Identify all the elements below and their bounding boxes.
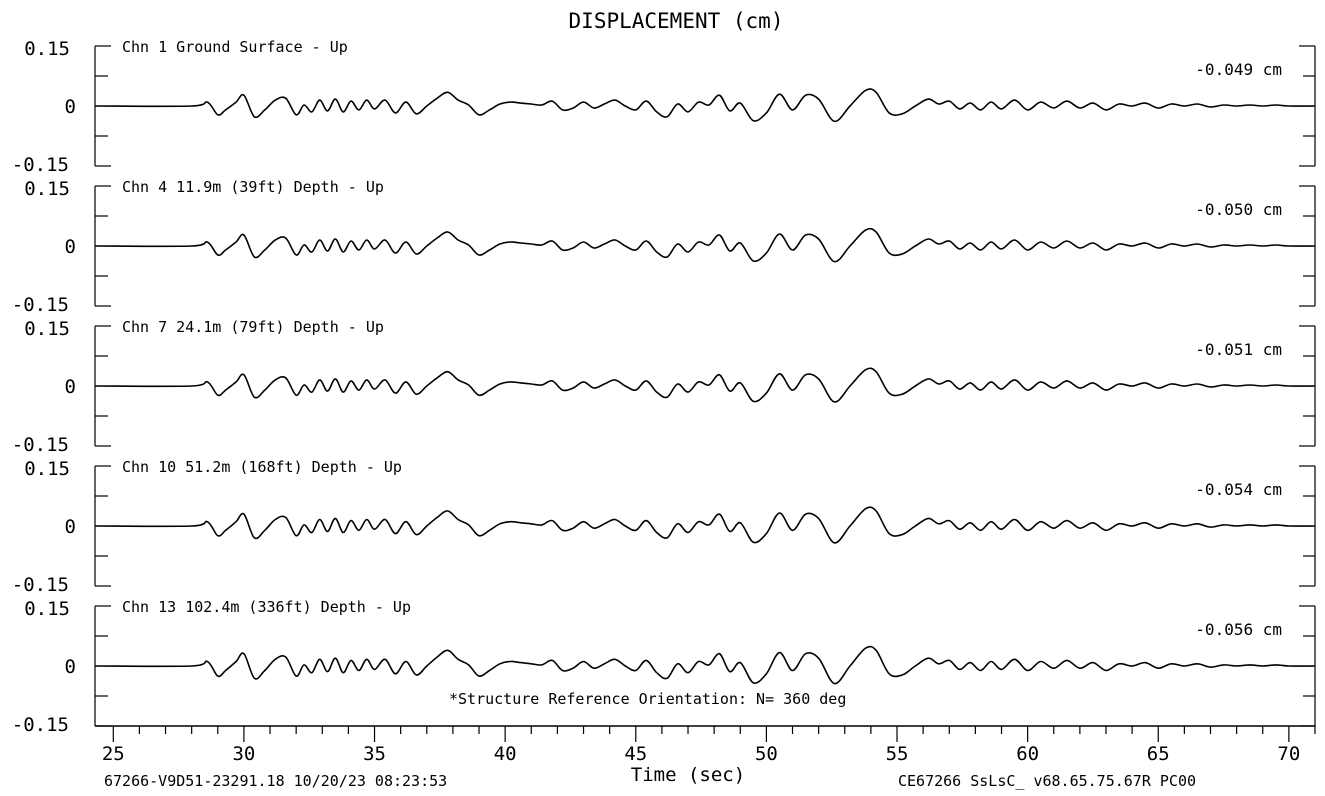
y-tick-label-bottom: -0.15	[12, 714, 69, 736]
x-tick-label: 30	[232, 743, 255, 765]
peak-value: -0.049 cm	[1195, 60, 1282, 79]
y-tick-label-top: 0.15	[24, 38, 70, 60]
y-tick-label-top: 0.15	[24, 178, 70, 200]
x-axis-label: Time (sec)	[631, 764, 745, 786]
x-tick-label: 60	[1016, 743, 1039, 765]
channel-panel-5: 0.15 0 -0.15 Chn 13 102.4m (336ft) Depth - …	[12, 598, 1316, 736]
channel-panel-1: 0.15 0 -0.15 Chn 1 Ground Surface - Up -0.04…	[12, 38, 1316, 176]
waveform-line	[94, 88, 1316, 123]
peak-value: -0.050 cm	[1195, 200, 1282, 219]
channel-panel-3: 0.15 0 -0.15 Chn 7 24.1m (79ft) Depth - Up -…	[12, 318, 1316, 456]
y-tick-label-zero: 0	[65, 236, 76, 258]
x-tick-label: 70	[1277, 743, 1300, 765]
peak-value: -0.054 cm	[1195, 480, 1282, 499]
y-tick-label-bottom: -0.15	[12, 434, 69, 456]
y-tick-label-top: 0.15	[24, 598, 70, 620]
x-tick-label: 40	[494, 743, 517, 765]
channel-label: Chn 13 102.4m (336ft) Depth - Up	[122, 598, 411, 616]
channel-label: Chn 4 11.9m (39ft) Depth - Up	[122, 178, 384, 196]
y-tick-label-top: 0.15	[24, 318, 70, 340]
waveform-line	[94, 645, 1316, 685]
panels-group: 0.15 0 -0.15 Chn 1 Ground Surface - Up -0.04…	[12, 38, 1316, 736]
y-tick-label-zero: 0	[65, 376, 76, 398]
x-tick-label: 50	[755, 743, 778, 765]
x-axis: 25 30 35 40 45 50 55 60 65 70	[95, 725, 1316, 765]
x-tick-label: 45	[624, 743, 647, 765]
x-tick-label: 55	[886, 743, 909, 765]
waveform-line	[94, 506, 1316, 544]
y-tick-label-bottom: -0.15	[12, 294, 69, 316]
waveform-line	[94, 367, 1316, 403]
waveform-line	[94, 227, 1316, 263]
x-tick-label: 35	[363, 743, 386, 765]
y-tick-label-bottom: -0.15	[12, 154, 69, 176]
peak-value: -0.051 cm	[1195, 340, 1282, 359]
y-tick-label-zero: 0	[65, 96, 76, 118]
footer-right: CE67266 SsLsC_ v68.65.75.67R PC00	[898, 772, 1196, 790]
y-tick-label-top: 0.15	[24, 458, 70, 480]
x-tick-label: 25	[102, 743, 125, 765]
channel-panel-4: 0.15 0 -0.15 Chn 10 51.2m (168ft) Depth - U…	[12, 458, 1316, 596]
y-tick-label-zero: 0	[65, 516, 76, 538]
footer-left: 67266-V9D51-23291.18 10/20/23 08:23:53	[104, 772, 447, 790]
y-tick-label-bottom: -0.15	[12, 574, 69, 596]
channel-label: Chn 7 24.1m (79ft) Depth - Up	[122, 318, 384, 336]
channel-panel-2: 0.15 0 -0.15 Chn 4 11.9m (39ft) Depth - Up -…	[12, 178, 1316, 316]
channel-label: Chn 1 Ground Surface - Up	[122, 38, 348, 56]
peak-value: -0.056 cm	[1195, 620, 1282, 639]
y-tick-label-zero: 0	[65, 656, 76, 678]
orientation-note: *Structure Reference Orientation: N= 360…	[449, 690, 846, 708]
channel-label: Chn 10 51.2m (168ft) Depth - Up	[122, 458, 402, 476]
chart-title: DISPLACEMENT (cm)	[569, 9, 784, 33]
x-tick-label: 65	[1147, 743, 1170, 765]
